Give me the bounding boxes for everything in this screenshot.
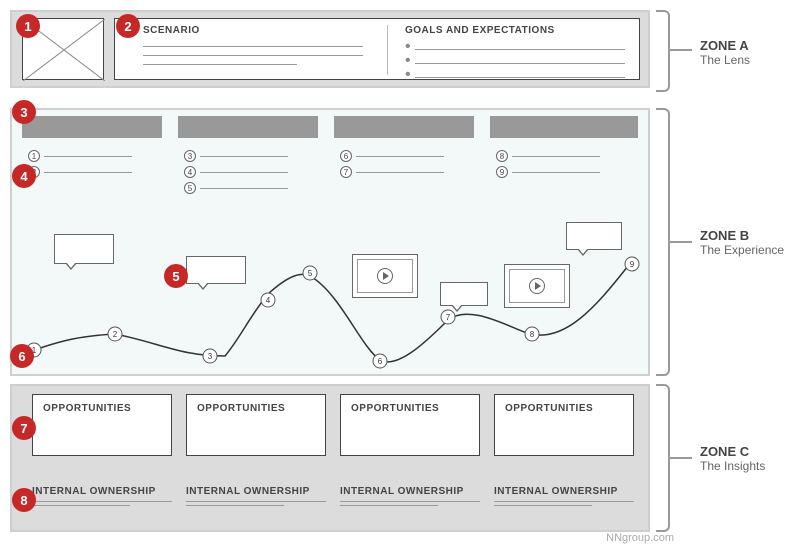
zone-title: ZONE B — [700, 228, 784, 243]
svg-text:4: 4 — [266, 296, 271, 305]
zone-label-2: ZONE BThe Experience — [700, 228, 784, 257]
opportunity-heading: OPPORTUNITIES — [43, 403, 161, 414]
ownership-heading: INTERNAL OWNERSHIP — [494, 486, 634, 497]
zone-subtitle: The Experience — [700, 243, 784, 257]
bracket-tick — [670, 457, 692, 459]
ownership-block-1: INTERNAL OWNERSHIP — [32, 486, 172, 506]
svg-text:7: 7 — [446, 313, 451, 322]
opportunity-card-3: OPPORTUNITIES — [340, 394, 480, 456]
svg-text:6: 6 — [378, 357, 383, 366]
opportunity-card-2: OPPORTUNITIES — [186, 394, 326, 456]
callout-badge-6: 6 — [10, 344, 34, 368]
svg-text:9: 9 — [630, 260, 635, 269]
curve-point-9: 9 — [625, 257, 639, 271]
callout-badge-5: 5 — [164, 264, 188, 288]
curve-point-3: 3 — [203, 349, 217, 363]
svg-text:3: 3 — [208, 352, 213, 361]
opportunity-heading: OPPORTUNITIES — [197, 403, 315, 414]
zone-subtitle: The Lens — [700, 53, 750, 67]
callout-badge-7: 7 — [12, 416, 36, 440]
goals-heading: GOALS AND EXPECTATIONS — [405, 25, 625, 36]
opportunity-card-4: OPPORTUNITIES — [494, 394, 634, 456]
zone-bracket-2 — [656, 108, 670, 376]
scenario-heading: SCENARIO — [143, 25, 363, 36]
callout-badge-1: 1 — [16, 14, 40, 38]
opportunity-heading: OPPORTUNITIES — [505, 403, 623, 414]
bullet-icon: • — [405, 56, 411, 66]
bracket-tick — [670, 49, 692, 51]
bullet-icon: • — [405, 42, 411, 52]
curve-point-2: 2 — [108, 327, 122, 341]
curve-point-6: 6 — [373, 354, 387, 368]
zone-label-3: ZONE CThe Insights — [700, 444, 765, 473]
zone-title: ZONE A — [700, 38, 750, 53]
opportunity-card-1: OPPORTUNITIES — [32, 394, 172, 456]
zone-title: ZONE C — [700, 444, 765, 459]
svg-text:5: 5 — [308, 269, 313, 278]
curve-point-5: 5 — [303, 266, 317, 280]
divider — [387, 25, 388, 75]
callout-badge-4: 4 — [12, 164, 36, 188]
zone-subtitle: The Insights — [700, 459, 765, 473]
ownership-block-4: INTERNAL OWNERSHIP — [494, 486, 634, 506]
callout-badge-2: 2 — [116, 14, 140, 38]
curve-point-4: 4 — [261, 293, 275, 307]
svg-text:2: 2 — [113, 330, 118, 339]
ownership-block-3: INTERNAL OWNERSHIP — [340, 486, 480, 506]
ownership-block-2: INTERNAL OWNERSHIP — [186, 486, 326, 506]
zone-bracket-3 — [656, 384, 670, 532]
curve-point-7: 7 — [441, 310, 455, 324]
curve-point-8: 8 — [525, 327, 539, 341]
zone-label-1: ZONE AThe Lens — [700, 38, 750, 67]
opportunity-heading: OPPORTUNITIES — [351, 403, 469, 414]
ownership-heading: INTERNAL OWNERSHIP — [32, 486, 172, 497]
svg-text:8: 8 — [530, 330, 535, 339]
journey-curve: 123456789 — [10, 108, 650, 376]
bracket-tick — [670, 241, 692, 243]
bullet-icon: • — [405, 70, 411, 80]
ownership-heading: INTERNAL OWNERSHIP — [340, 486, 480, 497]
ownership-heading: INTERNAL OWNERSHIP — [186, 486, 326, 497]
callout-badge-8: 8 — [12, 488, 36, 512]
scenario-goals-panel: SCENARIO GOALS AND EXPECTATIONS • • • — [114, 18, 640, 80]
zone-bracket-1 — [656, 10, 670, 92]
callout-badge-3: 3 — [12, 100, 36, 124]
credit-text: NNgroup.com — [606, 532, 674, 544]
